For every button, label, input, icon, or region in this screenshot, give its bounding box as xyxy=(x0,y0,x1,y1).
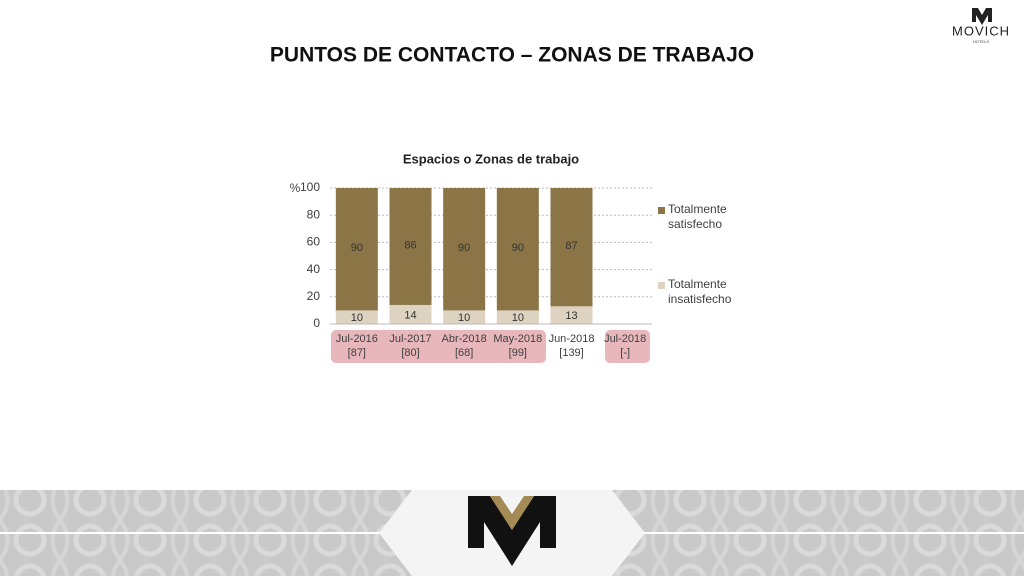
x-tick-label: Jun-2018 xyxy=(549,333,595,345)
legend-swatch xyxy=(658,207,665,214)
footer xyxy=(0,490,1024,576)
x-tick-note: [87] xyxy=(348,347,366,359)
bar-segment xyxy=(443,310,486,324)
data-label: 90 xyxy=(512,242,524,254)
data-label: 86 xyxy=(404,239,416,251)
highlight xyxy=(331,330,546,363)
bar-segment xyxy=(496,188,539,311)
x-tick-label: Jul-2016 xyxy=(336,333,378,345)
y-tick-label: 0 xyxy=(313,316,320,330)
data-label: 87 xyxy=(565,240,577,252)
bar-segment xyxy=(335,310,378,324)
legend-label: Totalmente satisfecho xyxy=(668,202,727,231)
page-title: PUNTOS DE CONTACTO – ZONAS DE TRABAJO xyxy=(270,44,754,67)
bar-segment xyxy=(389,188,432,305)
logo: MOVICH HOTELS xyxy=(952,8,1010,44)
y-axis-label: % xyxy=(290,181,301,195)
bar-segment xyxy=(550,306,593,324)
highlight xyxy=(605,330,650,363)
x-tick-label: Jul-2018 xyxy=(604,333,646,345)
y-tick-label: 80 xyxy=(307,207,321,221)
y-tick-label: 60 xyxy=(307,235,321,249)
data-label: 10 xyxy=(458,312,470,324)
x-tick-note: [99] xyxy=(509,347,527,359)
chart-title: Espacios o Zonas de trabajo xyxy=(403,151,579,166)
x-tick-label: May-2018 xyxy=(493,333,542,345)
x-tick-label: Abr-2018 xyxy=(442,333,487,345)
x-tick-label: Jul-2017 xyxy=(389,333,431,345)
x-tick-note: [80] xyxy=(401,347,419,359)
logo-text: MOVICH xyxy=(952,23,1010,38)
y-tick-label: 20 xyxy=(307,289,321,303)
data-label: 90 xyxy=(458,242,470,254)
data-label: 13 xyxy=(565,310,577,322)
data-label: 90 xyxy=(351,242,363,254)
legend-swatch xyxy=(658,282,665,289)
bar-segment xyxy=(550,188,593,307)
data-label: 14 xyxy=(404,309,416,321)
bar-segment xyxy=(389,304,432,324)
bar-segment xyxy=(443,188,486,311)
y-tick-label: 40 xyxy=(307,262,321,276)
logo-sub: HOTELS xyxy=(973,39,989,44)
y-tick-label: 100 xyxy=(300,180,320,194)
data-label: 10 xyxy=(512,312,524,324)
bar-segment xyxy=(496,310,539,324)
data-label: 10 xyxy=(351,312,363,324)
x-tick-note: [139] xyxy=(559,347,583,359)
x-tick-note: [68] xyxy=(455,347,473,359)
bar-segment xyxy=(335,188,378,311)
legend-label: Totalmente insatisfecho xyxy=(668,277,732,306)
x-tick-note: [-] xyxy=(620,347,630,359)
